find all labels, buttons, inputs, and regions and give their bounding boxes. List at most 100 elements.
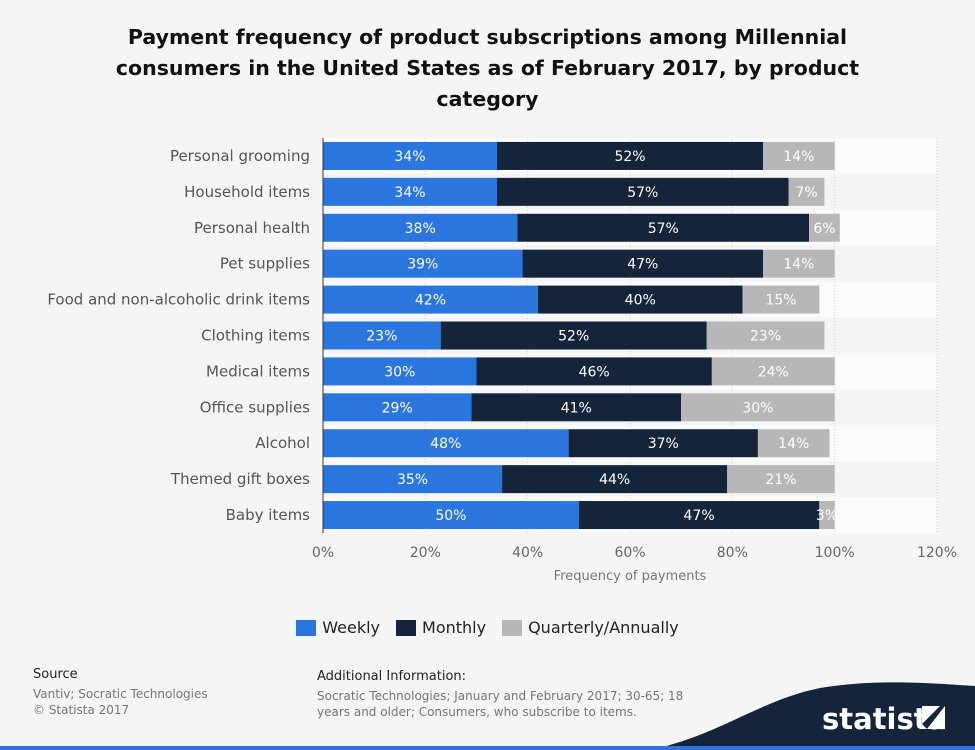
legend-label-monthly: Monthly bbox=[422, 618, 487, 637]
data-label: 15% bbox=[765, 293, 796, 309]
category-label: Pet supplies bbox=[220, 255, 310, 273]
data-label: 38% bbox=[405, 221, 436, 237]
x-tick-label: 40% bbox=[512, 545, 543, 561]
x-axis-title: Frequency of payments bbox=[554, 569, 707, 584]
additional-info-heading: Additional Information: bbox=[317, 669, 467, 684]
category-label: Food and non-alcoholic drink items bbox=[47, 291, 310, 309]
category-label: Household items bbox=[184, 183, 310, 201]
bar-segment bbox=[502, 465, 728, 494]
bar-segment bbox=[763, 141, 835, 170]
data-label: 29% bbox=[382, 400, 413, 416]
data-label: 57% bbox=[648, 221, 679, 237]
legend-item-monthly[interactable]: Monthly bbox=[396, 618, 486, 637]
data-label: 48% bbox=[430, 436, 461, 452]
bar-segment bbox=[763, 249, 835, 278]
data-label: 42% bbox=[415, 293, 446, 309]
data-label: 7% bbox=[795, 185, 817, 201]
data-label: 52% bbox=[614, 149, 645, 165]
brand-swoosh bbox=[650, 682, 975, 750]
bar-segment bbox=[323, 141, 497, 170]
bar-segment bbox=[323, 429, 569, 458]
legend-label-weekly: Weekly bbox=[322, 618, 381, 637]
data-label: 30% bbox=[742, 400, 773, 416]
x-tick-label: 0% bbox=[312, 545, 334, 561]
bar-segment bbox=[323, 501, 579, 530]
data-label: 21% bbox=[765, 472, 796, 488]
bar-segment bbox=[323, 321, 441, 350]
category-label: Alcohol bbox=[255, 434, 310, 452]
bar-segment bbox=[323, 249, 523, 278]
bar-segment bbox=[809, 213, 840, 242]
bar-segment bbox=[522, 249, 764, 278]
bar-segment bbox=[819, 501, 835, 530]
data-label: 46% bbox=[579, 364, 610, 380]
data-label: 47% bbox=[627, 257, 658, 273]
bar-segment bbox=[323, 177, 497, 206]
data-label: 44% bbox=[599, 472, 630, 488]
x-tick-label: 80% bbox=[717, 545, 748, 561]
bar-segment bbox=[323, 393, 472, 422]
data-label: 23% bbox=[750, 329, 781, 345]
bar-segment bbox=[496, 141, 764, 170]
data-label: 50% bbox=[435, 508, 466, 524]
data-label: 30% bbox=[384, 364, 415, 380]
additional-info-block: Additional Information: Socratic Technol… bbox=[317, 669, 697, 720]
legend-swatch-weekly bbox=[296, 619, 317, 636]
bar-segment bbox=[706, 321, 825, 350]
legend-item-quarterly-annually[interactable]: Quarterly/Annually bbox=[502, 618, 679, 637]
category-label: Themed gift boxes bbox=[170, 470, 310, 488]
bar-chart: Personal grooming 34% 52% 14% Household item… bbox=[47, 138, 957, 584]
x-tick-label: 60% bbox=[614, 545, 645, 561]
bar-segment bbox=[757, 429, 830, 458]
bar-segment bbox=[323, 213, 518, 242]
legend-swatch-monthly bbox=[396, 619, 417, 636]
brand-logo-icon bbox=[922, 706, 945, 729]
bar-segment bbox=[476, 357, 712, 386]
category-label: Baby items bbox=[226, 506, 311, 524]
bar-segment bbox=[788, 177, 825, 206]
bar-segment bbox=[681, 393, 835, 422]
source-heading: Source bbox=[33, 667, 78, 682]
source-line: Vantiv; Socratic Technologies bbox=[33, 687, 208, 701]
additional-info-text: Socratic Technologies; January and Febru… bbox=[317, 689, 684, 719]
data-label: 34% bbox=[394, 185, 425, 201]
category-label: Personal health bbox=[194, 219, 310, 237]
category-label: Clothing items bbox=[201, 327, 310, 345]
category-label: Medical items bbox=[206, 362, 310, 380]
legend-item-weekly[interactable]: Weekly bbox=[296, 618, 380, 637]
brand-accent-line bbox=[0, 746, 975, 750]
legend: Weekly Monthly Quarterly/Annually bbox=[0, 618, 975, 637]
bar-segment bbox=[537, 285, 743, 314]
x-tick-label: 120% bbox=[917, 545, 957, 561]
data-label: 14% bbox=[783, 257, 814, 273]
data-label: 40% bbox=[625, 293, 656, 309]
bar-segment bbox=[471, 393, 682, 422]
bar-segment bbox=[742, 285, 820, 314]
bar-segment bbox=[323, 465, 503, 494]
data-label: 24% bbox=[758, 364, 789, 380]
bar-segment bbox=[517, 213, 810, 242]
data-label: 23% bbox=[366, 329, 397, 345]
bar-segment bbox=[323, 285, 538, 314]
bar-segment bbox=[496, 177, 789, 206]
bar-segment bbox=[440, 321, 707, 350]
data-label: 6% bbox=[813, 221, 835, 237]
data-label: 39% bbox=[407, 257, 438, 273]
data-label: 14% bbox=[778, 436, 809, 452]
data-label: 35% bbox=[397, 472, 428, 488]
bar-segment bbox=[727, 465, 835, 494]
bar-segment bbox=[568, 429, 758, 458]
category-label: Office supplies bbox=[200, 398, 310, 416]
bar-segment bbox=[711, 357, 835, 386]
bar-segment bbox=[323, 357, 477, 386]
bar-segment bbox=[578, 501, 820, 530]
x-tick-label: 20% bbox=[410, 545, 441, 561]
data-label: 14% bbox=[783, 149, 814, 165]
data-label: 37% bbox=[648, 436, 679, 452]
data-label: 34% bbox=[394, 149, 425, 165]
x-tick-label: 100% bbox=[815, 545, 855, 561]
source-block: Source Vantiv; Socratic Technologies © S… bbox=[33, 667, 208, 718]
brand-logo-text: statista bbox=[822, 702, 947, 736]
data-label: 41% bbox=[561, 400, 592, 416]
data-label: 52% bbox=[558, 329, 589, 345]
